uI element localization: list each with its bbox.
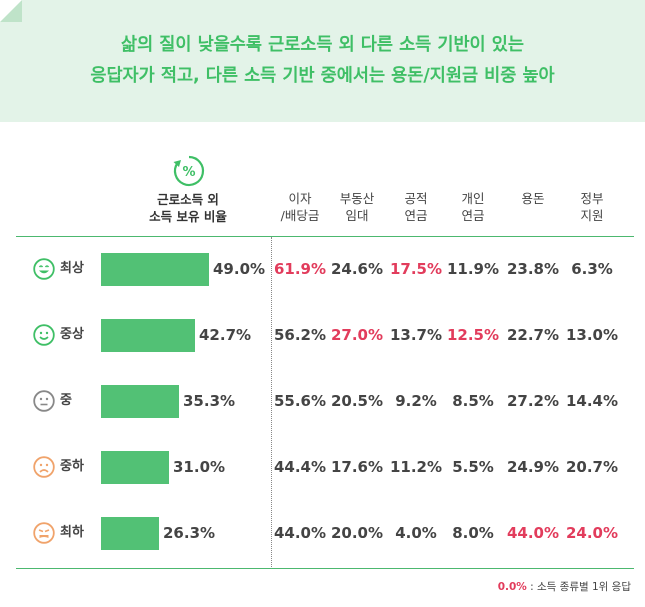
- row-label: 중: [60, 393, 72, 408]
- row-label: 최상: [60, 261, 84, 276]
- bar-column-header: 근로소득 외 소득 보유 비율: [118, 191, 258, 225]
- bar-value-label: 49.0%: [213, 260, 266, 278]
- table-cell: 20.7%: [565, 458, 619, 476]
- bar-header-line-1: 근로소득 외: [157, 192, 219, 207]
- column-header-4: 개인 연금: [461, 191, 485, 223]
- row-label: 중상: [60, 327, 84, 342]
- neutral-face-icon: [33, 390, 55, 412]
- table-cell: 8.5%: [452, 392, 494, 410]
- table-cell: 5.5%: [452, 458, 494, 476]
- table-cell: 61.9%: [273, 260, 327, 278]
- table-bottom-rule: [16, 568, 634, 569]
- table-cell: 55.6%: [273, 392, 327, 410]
- very-sad-face-icon: [33, 522, 55, 544]
- bar-value-label: 35.3%: [183, 392, 236, 410]
- table-cell: 17.5%: [389, 260, 443, 278]
- title-banner: 삶의 질이 낮을수록 근로소득 외 다른 소득 기반이 있는 응답자가 적고, …: [0, 0, 645, 122]
- table-cell: 12.5%: [446, 326, 500, 344]
- table-top-rule: [16, 236, 634, 237]
- smile-face-icon: [33, 324, 55, 346]
- table-cell: 24.0%: [565, 524, 619, 542]
- table-cell: 13.0%: [565, 326, 619, 344]
- column-header-5: 용돈: [521, 191, 545, 206]
- bar: [101, 319, 195, 352]
- table-cell: 20.5%: [330, 392, 384, 410]
- table-cell: 22.7%: [506, 326, 560, 344]
- title-line-1: 삶의 질이 낮을수록 근로소득 외 다른 소득 기반이 있는: [121, 35, 524, 55]
- row-label: 최하: [60, 525, 84, 540]
- table-cell: 44.0%: [506, 524, 560, 542]
- table-cell: 8.0%: [452, 524, 494, 542]
- bar-value-label: 42.7%: [199, 326, 252, 344]
- table-cell: 14.4%: [565, 392, 619, 410]
- bar-value-label: 26.3%: [163, 524, 216, 542]
- title-line-2: 응답자가 적고, 다른 소득 기반 중에서는 용돈/지원금 비중 높아: [90, 66, 555, 86]
- bar: [101, 253, 209, 286]
- table-cell: 44.4%: [273, 458, 327, 476]
- table-cell: 27.0%: [330, 326, 384, 344]
- bar-value-label: 31.0%: [173, 458, 226, 476]
- sad-face-icon: [33, 456, 55, 478]
- banner-fold-corner: [0, 0, 22, 22]
- very-happy-face-icon: [33, 258, 55, 280]
- svg-text:%: %: [182, 165, 195, 180]
- table-cell: 24.6%: [330, 260, 384, 278]
- bar: [101, 517, 159, 550]
- column-header-6: 정부 지원: [580, 191, 604, 223]
- table-cell: 56.2%: [273, 326, 327, 344]
- table-cell: 4.0%: [395, 524, 437, 542]
- column-header-3: 공적 연금: [404, 191, 428, 223]
- table-cell: 23.8%: [506, 260, 560, 278]
- column-header-1: 이자 /배당금: [280, 191, 320, 223]
- legend-key: 0.0%: [497, 581, 527, 593]
- row-label: 중하: [60, 459, 84, 474]
- table-cell: 27.2%: [506, 392, 560, 410]
- bar: [101, 385, 179, 418]
- table-cell: 20.0%: [330, 524, 384, 542]
- table-cell: 44.0%: [273, 524, 327, 542]
- bar: [101, 451, 169, 484]
- table-cell: 17.6%: [330, 458, 384, 476]
- table-cell: 13.7%: [389, 326, 443, 344]
- legend: 0.0% : 소득 종류별 1위 응답: [498, 579, 631, 594]
- table-cell: 11.9%: [446, 260, 500, 278]
- table-cell: 11.2%: [389, 458, 443, 476]
- table-cell: 9.2%: [395, 392, 437, 410]
- chart-title: 삶의 질이 낮을수록 근로소득 외 다른 소득 기반이 있는 응답자가 적고, …: [0, 30, 645, 92]
- table-cell: 6.3%: [571, 260, 613, 278]
- column-header-2: 부동산 임대: [339, 191, 375, 223]
- table-cell: 24.9%: [506, 458, 560, 476]
- percent-cycle-icon: %: [173, 155, 205, 187]
- bar-header-line-2: 소득 보유 비율: [149, 209, 227, 224]
- table-divider: [271, 237, 272, 567]
- legend-text: : 소득 종류별 1위 응답: [526, 581, 631, 593]
